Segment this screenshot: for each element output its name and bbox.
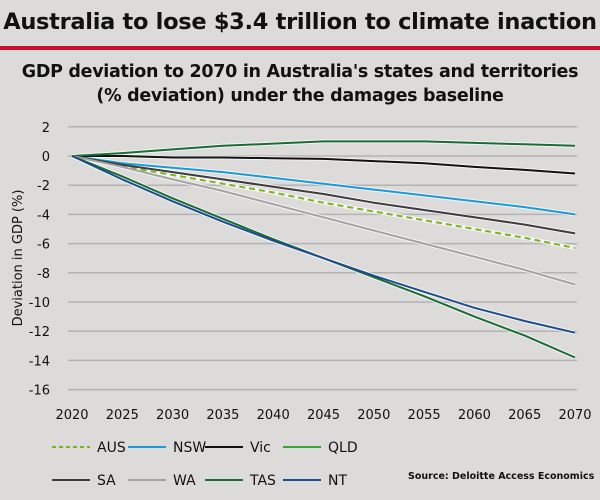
legend-label: NT [328,473,347,489]
legend-item-tas: TAS [205,473,276,489]
y-axis-title: Deviation in GDP (%) [11,190,26,327]
legend-item-aus: AUS [52,440,126,456]
y-tick-label: -2 [37,179,50,194]
x-tick-label: 2030 [156,408,189,423]
chart-subtitle: (% deviation) under the damages baseline [96,86,504,106]
series-line-nt [71,155,576,334]
y-tick-label: 2 [42,121,50,136]
chart-title-block: GDP deviation to 2070 in Australia's sta… [0,60,600,108]
legend-item-nsw: NSW [128,440,206,456]
y-tick-label: 0 [42,150,50,165]
series-line-nsw [71,155,576,216]
x-tick-labels: 2020 2025 2030 2035 2040 2045 2050 2055 2060 2065… [55,408,591,423]
chart-title: GDP deviation to 2070 in Australia's sta… [21,62,579,82]
x-tick-label: 2070 [558,408,591,423]
x-tick-label: 2035 [206,408,239,423]
y-tick-label: -4 [37,208,50,223]
series-lines [71,139,576,360]
legend-item-qld: QLD [283,440,358,456]
series-line-vic [72,155,576,175]
source-note: Source: Deloitte Access Economics [408,471,595,482]
x-tick-label: 2055 [408,408,441,423]
legend-label: SA [97,473,116,489]
legend-label: Vic [250,440,271,456]
red-divider [0,46,600,50]
legend-label: QLD [328,440,358,456]
legend-item-vic: Vic [205,440,271,456]
headline: Australia to lose $3.4 trillion to clima… [3,9,597,35]
x-tick-label: 2020 [55,408,88,423]
y-tick-label: -8 [37,267,50,282]
x-tick-label: 2050 [357,408,390,423]
y-tick-label: -12 [29,325,50,340]
legend-item-sa: SA [52,473,116,489]
x-tick-label: 2025 [106,408,139,423]
series-line-sa [71,155,576,235]
y-tick-label: -10 [29,296,50,311]
x-tick-label: 2065 [508,408,541,423]
gridlines [68,126,577,391]
legend-item-wa: WA [128,473,196,489]
legend-label: NSW [173,440,206,456]
y-tick-labels: 2 0 -2 -4 -6 -8 -10 -12 -14 -16 [29,121,50,399]
legend-label: AUS [97,440,126,456]
x-tick-label: 2040 [257,408,290,423]
legend-label: TAS [249,473,276,489]
legend-item-nt: NT [283,473,347,489]
x-tick-label: 2060 [458,408,491,423]
x-tick-label: 2045 [307,408,340,423]
legend-label: WA [173,473,196,489]
y-tick-label: -14 [29,354,50,369]
y-tick-label: -16 [29,384,50,399]
series-line-wa [71,155,576,286]
series-line-qld [71,140,576,157]
y-tick-label: -6 [37,238,50,253]
legend: AUS NSW Vic QLD SA WA TAS NT [52,440,358,489]
series-line-aus [71,155,576,249]
